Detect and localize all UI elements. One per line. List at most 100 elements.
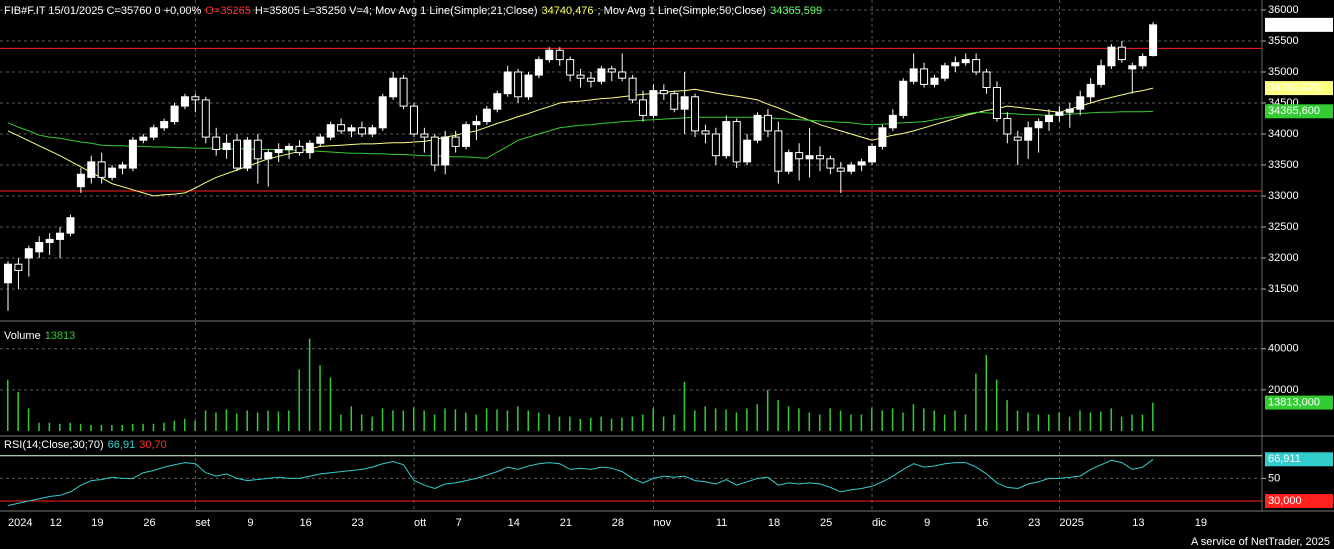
volume-bar — [496, 409, 498, 431]
candle-body — [243, 139, 252, 169]
candle-body — [940, 65, 949, 79]
candle-body — [482, 108, 491, 123]
volume-bar — [756, 404, 759, 431]
candle-body — [1065, 108, 1074, 113]
value-badge — [1265, 81, 1333, 96]
volume-bar — [537, 412, 540, 431]
candle-body — [420, 133, 429, 138]
volume-bar — [746, 408, 748, 431]
candle-body — [368, 127, 377, 135]
candle-body — [108, 167, 117, 178]
candle-body — [815, 155, 824, 160]
x-tick-label: 18 — [768, 517, 780, 529]
candle-body — [711, 133, 720, 157]
volume-bar — [246, 410, 248, 431]
volume-bar — [90, 424, 92, 431]
volume-bar — [433, 414, 436, 431]
x-tick-label: 26 — [143, 517, 155, 529]
candle-body — [1034, 121, 1043, 129]
volume-bar — [954, 410, 956, 431]
volume-bar — [412, 407, 415, 431]
value-badge — [1265, 493, 1333, 508]
candle-body — [628, 77, 637, 101]
candle-body — [555, 49, 564, 61]
candle-body — [784, 152, 793, 172]
panel-header: FIB#F.IT 15/01/2025 C=35760 0 +0,00% O=35… — [4, 5, 822, 17]
y-tick-label: 32000 — [1268, 252, 1299, 264]
candle-body — [24, 248, 33, 259]
candle-body — [305, 142, 314, 154]
candle-body — [1086, 83, 1095, 98]
candle-body — [472, 121, 481, 126]
volume-bar — [360, 414, 363, 431]
value-badge-label: 35760 — [1268, 19, 1299, 31]
y-tick-label: 33000 — [1268, 190, 1299, 202]
volume-bar — [673, 414, 675, 431]
candle-body — [295, 145, 304, 154]
volume-bar — [1120, 416, 1123, 431]
candle-body — [274, 148, 283, 154]
candle-body — [691, 96, 700, 132]
volume-bar — [1079, 410, 1081, 431]
candle-body — [566, 59, 575, 76]
candle-body — [326, 124, 335, 138]
x-tick-label: 2024 — [8, 517, 32, 529]
candle-body — [586, 77, 595, 82]
header-part: Volume — [4, 330, 41, 342]
y-tick-label: 34000 — [1268, 128, 1299, 140]
value-badge-label: 66,911 — [1268, 453, 1301, 465]
y-tick-label: 33500 — [1268, 159, 1299, 171]
volume-bar — [17, 391, 19, 431]
volume-bar — [631, 416, 634, 431]
x-tick-label: 19 — [91, 517, 103, 529]
x-tick-label: 13 — [1132, 517, 1144, 529]
candle-body — [659, 90, 668, 95]
x-tick-label: nov — [653, 517, 671, 529]
header-part: H=35805 L=35250 V=4; Mov Avg 1 Line(Simp… — [255, 5, 538, 17]
candle-body — [888, 114, 897, 129]
value-badge-label: 13813,000 — [1268, 396, 1320, 408]
candle-body — [493, 93, 502, 110]
candle-body — [680, 96, 689, 110]
candle-body — [920, 68, 929, 85]
volume-bar — [548, 414, 550, 431]
y-tick-label: 35500 — [1268, 35, 1299, 47]
volume-bar — [111, 424, 113, 431]
candle-body — [441, 136, 450, 166]
candle-body — [160, 121, 169, 129]
candle-body — [1076, 96, 1085, 110]
volume-bar — [850, 414, 852, 431]
volume-bar — [579, 418, 582, 431]
volume-bar — [1006, 400, 1008, 431]
candle-body — [732, 121, 741, 163]
candle-body — [45, 238, 54, 243]
volume-bar — [59, 423, 61, 431]
volume-bar — [194, 420, 196, 431]
candle-body — [451, 136, 460, 147]
volume-bar — [1152, 402, 1154, 431]
volume-bar — [152, 423, 155, 431]
candle-body — [961, 59, 970, 64]
volume-bar — [975, 373, 977, 431]
x-tick-label: 25 — [820, 517, 832, 529]
x-tick-label: ott — [414, 517, 426, 529]
candle-body — [826, 158, 835, 169]
header-part: RSI(14;Close;30;70) — [4, 439, 104, 451]
candle-body — [909, 68, 918, 82]
candle-body — [389, 77, 398, 98]
candle-body — [316, 136, 325, 144]
candle-body — [337, 124, 346, 132]
candle-body — [35, 241, 44, 253]
x-tick-label: 16 — [299, 517, 311, 529]
candle-body — [878, 127, 887, 147]
volume-bar — [402, 410, 405, 431]
x-tick-label: 21 — [560, 517, 572, 529]
volume-bar — [652, 408, 654, 431]
x-tick-label: 11 — [716, 517, 727, 529]
candle-body — [285, 145, 294, 150]
candle-body — [170, 105, 179, 123]
volume-bar — [329, 377, 332, 431]
candle-body — [857, 161, 866, 166]
volume-bar — [766, 389, 769, 431]
panel-header: RSI(14;Close;30;70) 66,91 30,70 — [4, 439, 167, 451]
